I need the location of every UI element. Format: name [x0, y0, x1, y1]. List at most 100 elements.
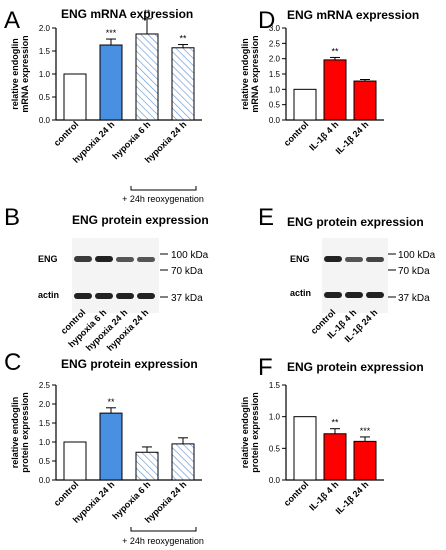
western-blot-e: ENG actin 100 kDa 70 kDa 37 kDa control … [290, 238, 436, 344]
significance-label: *** [360, 426, 371, 436]
bar [293, 88, 317, 121]
significance-label: ** [107, 397, 115, 407]
bar [171, 47, 195, 121]
actin-band [137, 293, 155, 299]
actin-band [345, 292, 363, 298]
panel-letter-d: D [258, 7, 275, 34]
panel-letter-c: C [4, 349, 21, 376]
y-tick-label: 1.0 [39, 438, 51, 447]
eng-band [137, 257, 155, 262]
y-axis-label: relative endoglinprotein expression [240, 392, 260, 473]
western-blot-b: ENG actin 100 kDa 70 kDa 37 kDa control … [38, 238, 209, 353]
y-tick-label: 1.5 [39, 419, 51, 428]
y-tick-label: 2.5 [39, 381, 51, 390]
y-axis-label: relative endoglinmRNA expression [10, 35, 30, 112]
category-label: control [52, 479, 81, 508]
y-tick-label: 2.0 [39, 400, 51, 409]
marker-100-kda: 100 kDa [171, 250, 209, 261]
panel-letter-b: B [4, 204, 20, 231]
y-tick-label: 0.5 [39, 93, 51, 102]
category-label: IL-1β 24 h [334, 479, 371, 516]
y-tick-label: 3.0 [269, 24, 281, 33]
panel-title-c: ENG protein expression [61, 357, 198, 371]
y-tick-label: 0.0 [39, 116, 51, 125]
band-label-actin: actin [38, 290, 59, 300]
significance-label: ** [179, 34, 187, 44]
y-tick-label: 2.5 [269, 39, 281, 48]
actin-band [366, 292, 384, 298]
y-axis-label: relative endoglinmRNA expression [240, 35, 260, 112]
reoxygenation-bracket-a: + 24h reoxygenation [122, 186, 204, 204]
significance-label: ** [331, 418, 339, 428]
bar [99, 412, 123, 481]
actin-band [95, 293, 113, 299]
y-tick-label: 0.0 [269, 476, 281, 485]
significance-label: ** [143, 8, 151, 18]
y-tick-label: 1.0 [269, 85, 281, 94]
bar [135, 33, 159, 121]
y-tick-label: 2.0 [269, 55, 281, 64]
panel-letter-a: A [4, 7, 20, 34]
bar [293, 416, 317, 481]
bar [99, 44, 123, 121]
bar [135, 451, 159, 481]
band-label-eng: ENG [290, 254, 310, 264]
marker-70-kda: 70 kDa [398, 266, 430, 277]
panel-title-b: ENG protein expression [72, 213, 209, 227]
eng-band [324, 256, 342, 262]
y-tick-label: 1.5 [269, 381, 281, 390]
eng-band [345, 257, 363, 262]
bar [63, 73, 87, 121]
reoxygenation-bracket-c: + 24h reoxygenation [122, 527, 204, 546]
y-tick-label: 1.5 [39, 47, 51, 56]
actin-band [324, 292, 342, 298]
actin-band [116, 293, 134, 299]
bar [171, 443, 195, 481]
marker-100-kda: 100 kDa [398, 250, 436, 261]
panel-title-f: ENG protein expression [287, 360, 424, 374]
y-tick-label: 0.5 [39, 457, 51, 466]
y-tick-label: 1.5 [269, 70, 281, 79]
panel-title-a: ENG mRNA expression [61, 7, 193, 21]
bar [323, 433, 347, 481]
bar-chart-a: 0.0 0.5 1.0 1.5 2.0 relative endoglinmRNA exp… [10, 8, 202, 165]
panel-title-e: ENG protein expression [287, 215, 424, 229]
actin-band [74, 293, 92, 299]
bar-chart-d: 0.0 0.5 1.0 1.5 2.0 2.5 3.0 relative endoglinmR… [240, 24, 384, 156]
y-tick-label: 1.0 [269, 413, 281, 422]
y-axis-label: relative endoglinprotein expression [10, 392, 30, 473]
bar-chart-c: 0.0 0.5 1.0 1.5 2.0 2.5 relative endoglinprote… [10, 381, 202, 525]
significance-label: *** [106, 28, 117, 38]
marker-70-kda: 70 kDa [171, 266, 203, 277]
category-label: control [52, 119, 81, 148]
bracket-label-a: + 24h reoxygenation [122, 194, 204, 204]
y-tick-label: 2.0 [39, 24, 51, 33]
marker-37-kda: 37 kDa [398, 293, 430, 304]
eng-band [366, 257, 384, 262]
y-tick-label: 0.5 [269, 101, 281, 110]
y-tick-label: 0.5 [269, 444, 281, 453]
bracket-label-c: + 24h reoxygenation [122, 536, 204, 546]
category-label: control [282, 479, 311, 508]
y-tick-label: 0.0 [39, 476, 51, 485]
eng-band [116, 257, 134, 262]
blot-membrane-b [72, 238, 159, 313]
bar [63, 441, 87, 481]
panel-title-d: ENG mRNA expression [287, 8, 419, 22]
bar-chart-f: 0.0 0.5 1.0 1.5 relative endoglinprotein exp… [240, 381, 384, 516]
band-label-eng: ENG [38, 254, 58, 264]
bar [353, 80, 377, 121]
panel-letter-e: E [258, 204, 274, 231]
y-tick-label: 1.0 [39, 70, 51, 79]
category-label: IL-1β 24 h [334, 119, 371, 156]
marker-37-kda: 37 kDa [171, 293, 203, 304]
significance-label: ** [331, 46, 339, 56]
panel-letter-f: F [258, 354, 273, 381]
category-label: control [282, 119, 311, 148]
eng-band [95, 256, 113, 262]
eng-band [74, 256, 92, 262]
bar [323, 59, 347, 121]
band-label-actin: actin [290, 288, 311, 298]
blot-membrane-e [322, 238, 388, 313]
